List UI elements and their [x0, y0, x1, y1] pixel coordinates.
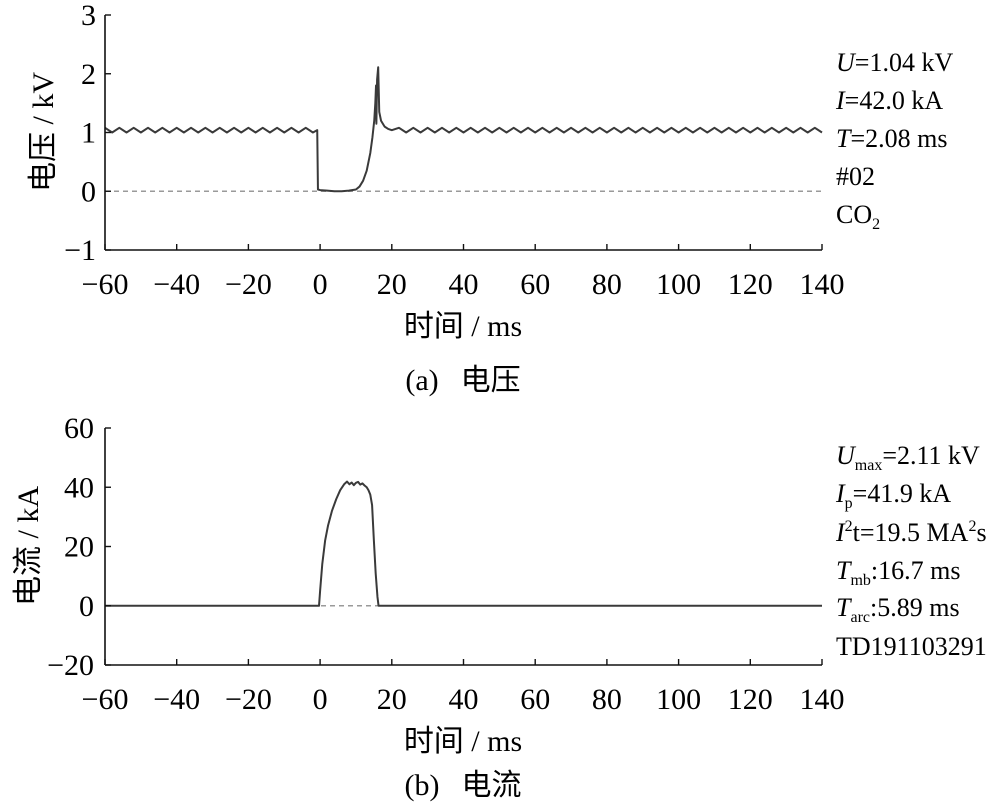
annotation-subscript: 2 — [872, 216, 880, 233]
annotation-subscript: arc — [850, 609, 870, 626]
annotation-value: :5.89 ms — [870, 593, 960, 622]
x-tick-label: 140 — [800, 268, 845, 301]
y-tick-label: 3 — [81, 0, 96, 32]
annotation-symbol: I — [835, 86, 846, 115]
annotation-max-voltage: Umax=2.11 kV — [836, 441, 980, 474]
y-tick-label: −20 — [47, 649, 94, 682]
current-curve — [105, 480, 822, 607]
panel-caption: (b) 电流 — [405, 769, 522, 802]
annotation-symbol: I — [835, 518, 846, 547]
annotation-symbol: U — [836, 48, 857, 77]
x-tick-label: 100 — [656, 268, 701, 301]
y-tick-label: 1 — [81, 117, 96, 150]
annotation-unit-superscript: 2 — [968, 518, 976, 535]
x-tick-label: −60 — [82, 683, 129, 716]
annotation-supply-voltage: U=1.04 kV — [836, 48, 953, 77]
annotation-value: =1.04 kV — [855, 48, 954, 77]
annotation-value: =2.08 ms — [850, 124, 947, 153]
y-tick-label: 40 — [64, 471, 94, 504]
x-axis-title: 时间 / ms — [404, 310, 522, 343]
annotation-value: t=19.5 MA — [853, 518, 969, 547]
caption-label: (b) — [405, 769, 440, 802]
y-tick-label: 0 — [79, 590, 94, 623]
annotation-unit-tail: s — [976, 518, 986, 547]
x-tick-label: −40 — [153, 683, 200, 716]
annotation-joule-integral: I2t=19.5 MA2s — [835, 518, 987, 547]
x-tick-label: 60 — [520, 683, 550, 716]
x-tick-label: −20 — [225, 683, 272, 716]
y-tick-label: −1 — [64, 234, 96, 267]
annotation-symbol: T — [836, 556, 852, 585]
x-tick-label: 20 — [377, 683, 407, 716]
x-tick-label: 40 — [449, 268, 479, 301]
voltage-annotations: U=1.04 kV I=42.0 kA T=2.08 ms #02 CO2 — [835, 48, 953, 233]
x-tick-label: 40 — [449, 683, 479, 716]
y-axis-title: 电压 / kV — [27, 72, 60, 192]
annotation-symbol: I — [835, 479, 846, 508]
x-tick-label: 0 — [313, 268, 328, 301]
annotation-superscript: 2 — [845, 518, 853, 535]
voltage-chart: −60 −40 −20 0 20 40 60 80 100 120 140 3 2 1 0 −1 电压 / k… — [27, 0, 953, 397]
annotation-subscript: max — [855, 457, 883, 474]
x-tick-label: 80 — [592, 683, 622, 716]
annotation-subscript: mb — [850, 572, 870, 589]
y-tick-label: 2 — [81, 58, 96, 91]
annotation-value: =2.11 kV — [882, 441, 980, 470]
annotation-symbol: U — [836, 441, 857, 470]
annotation-symbol: T — [836, 124, 852, 153]
voltage-plot-area: −60 −40 −20 0 20 40 60 80 100 120 140 3 2 1 0 −1 — [64, 0, 844, 301]
annotation-break-time: Tmb:16.7 ms — [836, 556, 961, 589]
annotation-time-constant: T=2.08 ms — [836, 124, 947, 153]
x-tick-label: 0 — [313, 683, 328, 716]
y-tick-label: 20 — [64, 531, 94, 564]
annotation-gas: CO2 — [836, 200, 880, 233]
current-plot-area: −60 −40 −20 0 20 40 60 80 100 120 140 60 40 20 0 −20 — [47, 412, 844, 716]
x-tick-label: 100 — [656, 683, 701, 716]
y-tick-label: 60 — [64, 412, 94, 445]
x-tick-label: 120 — [728, 683, 773, 716]
caption-text: 电流 — [461, 769, 521, 802]
x-axis-title: 时间 / ms — [404, 725, 522, 758]
annotation-value: =41.9 kA — [853, 479, 952, 508]
panel-caption: (a) 电压 — [405, 364, 520, 397]
x-tick-label: 20 — [377, 268, 407, 301]
annotation-value: CO — [836, 200, 872, 229]
x-tick-label: −60 — [82, 268, 129, 301]
x-tick-label: 120 — [728, 268, 773, 301]
annotation-test-id: TD191103291 — [836, 632, 987, 661]
caption-label: (a) — [405, 364, 438, 397]
caption-text: 电压 — [461, 364, 521, 397]
current-annotations: Umax=2.11 kV Ip=41.9 kA I2t=19.5 MA2s Tm… — [835, 441, 987, 661]
annotation-symbol: T — [836, 593, 852, 622]
x-tick-label: 60 — [520, 268, 550, 301]
x-tick-label: 140 — [800, 683, 845, 716]
y-axis-title: 电流 / kA — [12, 486, 45, 606]
y-tick-label: 0 — [81, 175, 96, 208]
x-tick-label: −40 — [153, 268, 200, 301]
annotation-test-number: #02 — [836, 162, 875, 191]
x-tick-label: −20 — [225, 268, 272, 301]
current-chart: −60 −40 −20 0 20 40 60 80 100 120 140 60 40 20 0 −20 电流… — [12, 412, 987, 802]
annotation-value: :16.7 ms — [871, 556, 961, 585]
x-tick-label: 80 — [592, 268, 622, 301]
annotation-current: I=42.0 kA — [835, 86, 943, 115]
annotation-arc-time: Tarc:5.89 ms — [836, 593, 960, 626]
annotation-value: =42.0 kA — [845, 86, 944, 115]
annotation-peak-current: Ip=41.9 kA — [835, 479, 951, 512]
voltage-curve — [104, 66, 823, 193]
annotation-subscript: p — [845, 495, 853, 512]
